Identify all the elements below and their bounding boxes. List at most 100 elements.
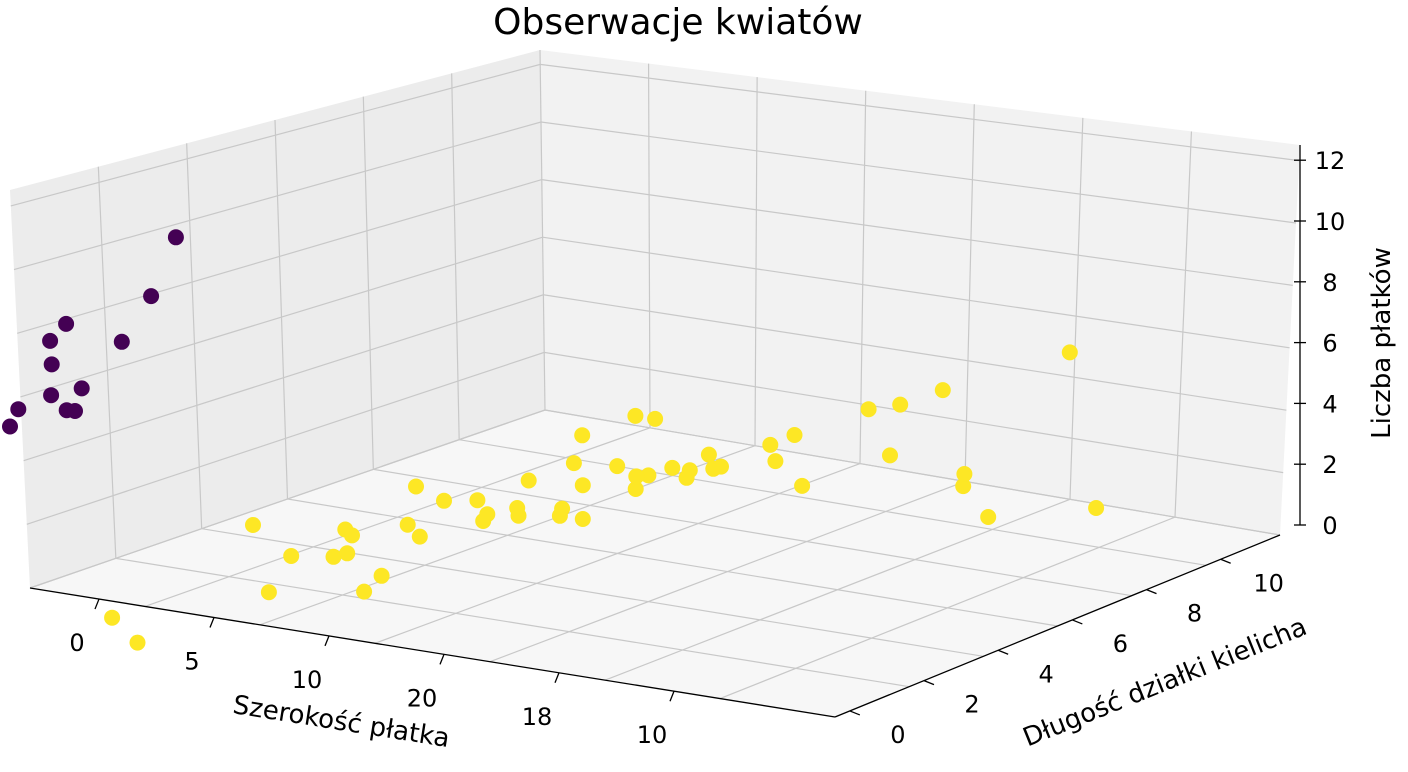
x-tick — [324, 635, 330, 647]
data-point — [574, 511, 591, 527]
data-point — [860, 401, 877, 418]
data-point — [609, 458, 626, 475]
chart-title: Obserwacje kwiatów — [493, 2, 863, 43]
data-point — [167, 229, 184, 246]
data-point — [956, 466, 973, 482]
data-point — [73, 380, 90, 397]
y-tick — [1146, 588, 1157, 595]
data-points — [2, 229, 1105, 651]
y-tick — [923, 679, 935, 686]
data-point — [705, 460, 722, 477]
data-point — [129, 634, 146, 651]
data-point — [143, 288, 160, 305]
x-tick-label: 5 — [184, 647, 199, 675]
data-point — [373, 567, 390, 584]
y-tick — [997, 649, 1009, 655]
z-axis-label: Liczba płatków — [1367, 247, 1397, 439]
side-pane — [10, 50, 545, 588]
x-tick — [554, 672, 560, 684]
z-tick-label: 8 — [1322, 269, 1337, 297]
x-tick-label: 20 — [407, 684, 438, 712]
data-point — [411, 528, 428, 545]
data-point — [339, 545, 356, 562]
data-point — [980, 509, 997, 525]
y-tick-label: 6 — [1113, 630, 1128, 658]
data-point — [565, 455, 582, 472]
data-point — [882, 447, 898, 464]
data-point — [1088, 500, 1105, 516]
data-point — [43, 356, 60, 373]
data-point — [934, 382, 951, 399]
data-point — [647, 410, 664, 427]
y-tick — [849, 710, 861, 716]
axis-lines — [29, 145, 1301, 718]
data-point — [399, 516, 416, 533]
axis-ticks: 0 5 10 20 18 10 0 2 4 6 8 10 0 2 4 6 8 10 12 — [69, 147, 1345, 749]
data-point — [104, 609, 121, 626]
y-tick-label: 10 — [1253, 569, 1284, 597]
y-tick — [1220, 558, 1231, 564]
y-tick — [1072, 619, 1083, 625]
data-point — [113, 333, 130, 350]
data-point — [67, 403, 83, 419]
data-point — [574, 427, 591, 444]
data-point — [42, 332, 59, 349]
data-point — [664, 459, 681, 476]
z-tick-label: 0 — [1322, 512, 1337, 540]
data-point — [260, 584, 277, 601]
data-point — [955, 478, 972, 495]
y-tick-label: 8 — [1187, 600, 1202, 628]
z-tick-label: 6 — [1322, 330, 1337, 358]
data-point — [767, 453, 784, 470]
data-point — [283, 548, 300, 564]
x-tick — [439, 654, 445, 665]
data-point — [786, 427, 803, 443]
data-point — [479, 506, 496, 523]
pane-edge — [539, 49, 546, 411]
grid-lines — [10, 49, 1300, 700]
data-point — [520, 472, 537, 489]
data-point — [640, 467, 657, 484]
z-tick-label: 12 — [1315, 147, 1346, 175]
data-point — [627, 407, 644, 424]
data-point — [627, 481, 644, 497]
data-point — [469, 492, 486, 509]
y-tick-label: 2 — [964, 691, 979, 719]
data-point — [344, 527, 360, 544]
data-point — [794, 477, 811, 494]
z-tick-label: 4 — [1322, 390, 1337, 418]
data-point — [2, 418, 18, 435]
data-point — [356, 583, 373, 600]
data-point — [892, 396, 909, 413]
x-tick-label: 10 — [637, 721, 668, 749]
data-point — [628, 468, 645, 485]
x-tick — [94, 598, 100, 610]
data-point — [678, 469, 695, 486]
data-point — [58, 315, 75, 332]
data-point — [436, 492, 452, 509]
data-point — [574, 477, 591, 494]
x-tick-label: 0 — [69, 629, 84, 657]
z-tick-label: 2 — [1322, 451, 1337, 479]
data-point — [43, 387, 60, 404]
x-tick — [209, 617, 215, 628]
x-tick-label: 18 — [522, 703, 553, 731]
data-point — [554, 500, 571, 517]
x-axis-line — [29, 587, 836, 718]
data-point — [245, 517, 261, 533]
data-point — [762, 436, 779, 453]
data-point — [10, 401, 27, 418]
z-tick-label: 10 — [1315, 208, 1346, 236]
data-point — [1061, 344, 1078, 361]
data-point — [325, 548, 342, 565]
y-tick-label: 0 — [890, 721, 905, 749]
data-point — [408, 478, 424, 495]
axis-panes — [10, 50, 1300, 717]
y-axis-line — [834, 534, 1281, 718]
x-tick-label: 10 — [292, 666, 323, 694]
y-tick-label: 4 — [1039, 660, 1054, 688]
data-point — [509, 500, 526, 516]
x-tick — [669, 690, 675, 702]
